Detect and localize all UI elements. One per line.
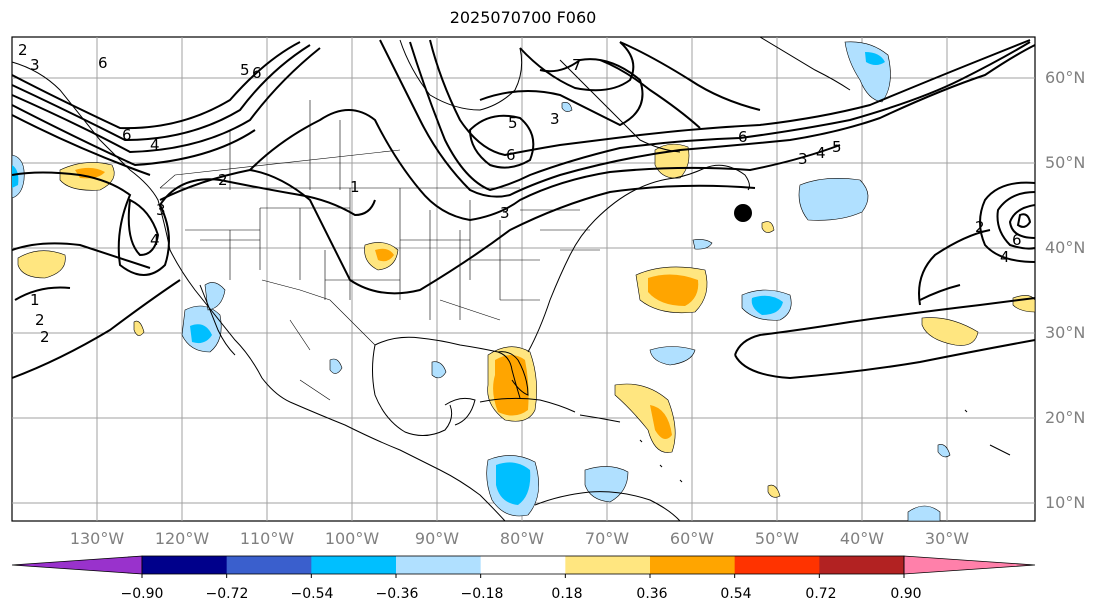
colorbar-tick-label: 0.18 (551, 586, 583, 602)
colorbar-segment (142, 556, 228, 574)
colorbar-segment (734, 556, 820, 574)
forecast-map: 2 3 6 6 4 5 6 5 6 3 7 6 5 4 3 2 1 3 4 1 … (11, 36, 1036, 522)
contour-label: 2 (18, 41, 28, 59)
contour-label: 4 (816, 144, 826, 162)
colorbar-extend-high (903, 555, 1036, 575)
colorbar-tick-label: −0.72 (205, 586, 249, 602)
map-title: 2025070700 F060 (449, 8, 597, 27)
lat-label-60n: 60°N (1045, 68, 1086, 87)
colorbar-segment (819, 556, 905, 574)
anomaly-patch (692, 239, 713, 250)
contour-label: 5 (832, 138, 842, 156)
colorbar-tick-label: −0.90 (120, 586, 164, 602)
colorbar-tick-label: 0.90 (890, 586, 922, 602)
contour-label: 3 (550, 110, 560, 128)
lon-label-80w: 80°W (499, 529, 545, 548)
contour-label: 6 (1012, 231, 1022, 249)
lon-label-90w: 90°W (414, 529, 460, 548)
anomaly-patch (650, 405, 672, 439)
contour-label: 2 (218, 171, 228, 189)
colorbar-tick-label: −0.54 (290, 586, 334, 602)
anomaly-patch (865, 52, 885, 65)
contour-label: 5 (240, 61, 250, 79)
lat-lon-grid (12, 37, 1035, 521)
lon-label-60w: 60°W (669, 529, 715, 548)
contour-label: 6 (506, 146, 516, 164)
contour-label: 3 (30, 56, 40, 74)
anomaly-patch (133, 320, 145, 336)
negative-anomalies (11, 41, 951, 522)
anomaly-patch (431, 361, 447, 379)
contour-label: 2 (40, 328, 50, 346)
contour-label: 1 (30, 291, 40, 309)
lat-label-30n: 30°N (1045, 323, 1086, 342)
contour-label: 2 (35, 311, 45, 329)
lat-label-40n: 40°N (1045, 238, 1086, 257)
lat-label-20n: 20°N (1045, 408, 1086, 427)
contour-label: 3 (798, 150, 808, 168)
lon-label-30w: 30°W (924, 529, 970, 548)
colorbar-tick-label: 0.72 (805, 586, 837, 602)
colorbar-segment (226, 556, 312, 574)
lon-label-50w: 50°W (754, 529, 800, 548)
anomaly-patch (375, 248, 394, 262)
political-borders (159, 100, 600, 401)
anomaly-patch (649, 346, 696, 366)
colorbar-tick-label: −0.18 (460, 586, 504, 602)
contour-label: 6 (738, 128, 748, 146)
contour-label: 5 (508, 114, 518, 132)
anomaly-patch (329, 358, 343, 374)
colorbar-tick-label: −0.36 (375, 586, 419, 602)
contour-label: 4 (150, 231, 160, 249)
anomaly-patch (648, 274, 699, 306)
lon-label-130w: 130°W (69, 529, 125, 548)
anomaly-patch (493, 355, 529, 416)
contour-label: 4 (150, 136, 160, 154)
anomaly-patch (496, 462, 531, 505)
positive-anomalies (17, 143, 1036, 498)
anomaly-patch (204, 282, 226, 311)
location-marker (734, 204, 752, 222)
lon-label-100w: 100°W (324, 529, 380, 548)
contour-label: 3 (500, 204, 510, 222)
anomaly-patch (751, 295, 783, 315)
contour-labels: 2 3 6 6 4 5 6 5 6 3 7 6 5 4 3 2 1 3 4 1 … (18, 41, 1022, 346)
lon-label-40w: 40°W (839, 529, 885, 548)
anomaly-patch (907, 505, 941, 522)
colorbar-extend-low (11, 555, 143, 575)
contour-label: 6 (98, 54, 108, 72)
anomaly-patch (798, 178, 869, 221)
colorbar-tick-label: 0.36 (636, 586, 668, 602)
anomaly-patch (937, 444, 951, 458)
anomaly-patch (561, 102, 573, 112)
contour-label: 3 (156, 201, 166, 219)
colorbar (11, 555, 1036, 578)
lon-label-110w: 110°W (239, 529, 295, 548)
lat-label-10n: 10°N (1045, 493, 1086, 512)
anomaly-patch (12, 165, 19, 188)
colorbar-frame (141, 555, 905, 575)
height-contours (11, 39, 1036, 380)
contour-label: 1 (350, 178, 360, 196)
colorbar-tick-label: 0.54 (720, 586, 752, 602)
colorbar-segment (396, 556, 482, 574)
colorbar-segment (565, 556, 651, 574)
anomaly-patch (17, 250, 66, 279)
contour-label: 7 (572, 56, 582, 74)
lat-label-50n: 50°N (1045, 153, 1086, 172)
anomaly-patch (767, 484, 781, 498)
colorbar-segment (480, 556, 566, 574)
anomaly-patch (761, 221, 775, 233)
anomaly-patch (190, 324, 212, 344)
lon-label-70w: 70°W (584, 529, 630, 548)
contour-label: 4 (1000, 248, 1010, 266)
contour-label: 2 (975, 218, 985, 236)
colorbar-segment (650, 556, 736, 574)
contour-label: 6 (252, 64, 262, 82)
colorbar-segment (311, 556, 397, 574)
contour-label: 6 (122, 126, 132, 144)
lon-label-120w: 120°W (154, 529, 210, 548)
anomaly-patch (921, 317, 979, 346)
